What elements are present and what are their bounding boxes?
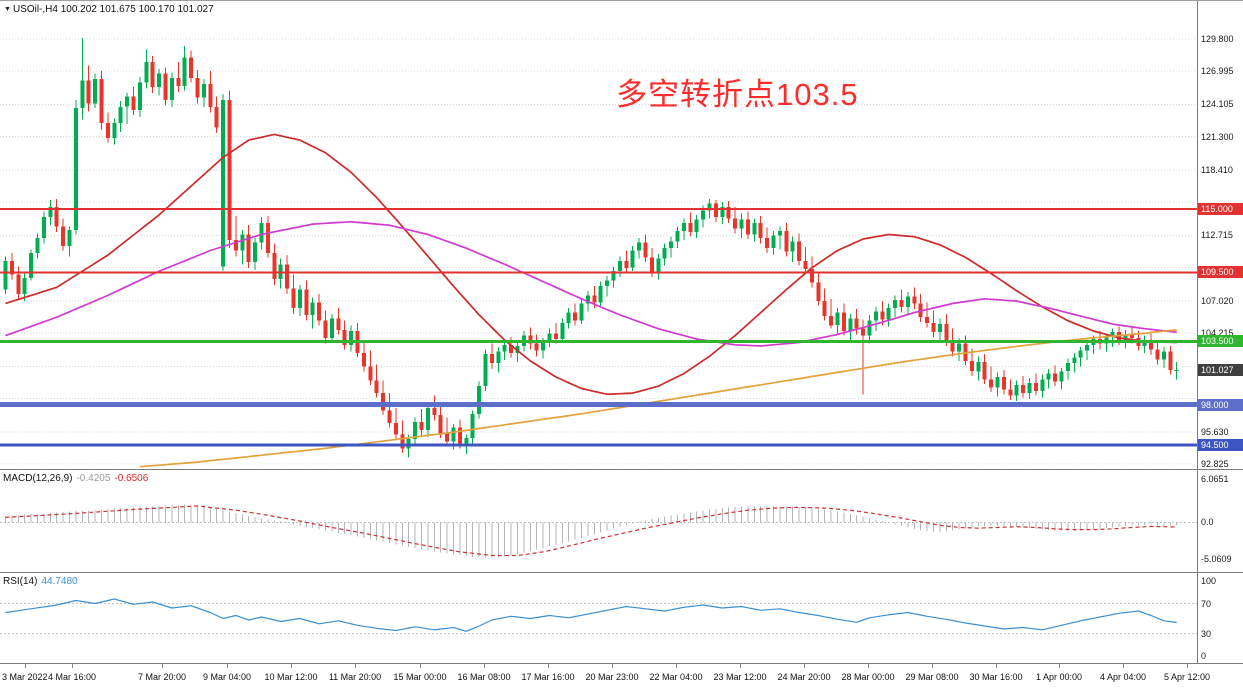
price-axis-label: 118.410: [1201, 165, 1233, 175]
time-label: 15 Mar 00:00: [393, 672, 447, 682]
macd-axis-label: 6.0651: [1201, 474, 1229, 484]
macd-signal-value: -0.6506: [114, 473, 149, 484]
macd-axis-label: -5.0609: [1201, 554, 1232, 564]
price-axis-label: 126.995: [1201, 66, 1234, 76]
price-level-tag: 98.000: [1198, 399, 1243, 411]
time-tick: [1123, 664, 1124, 668]
macd-panel: 6.0651 0.0 -5.0609 MACD(12,26,9) -0.4205 -0.…: [0, 469, 1243, 572]
time-label: 20 Mar 23:00: [585, 672, 639, 682]
time-tick: [932, 664, 933, 668]
time-tick: [1059, 664, 1060, 668]
price-axis-label: 95.630: [1201, 427, 1229, 437]
price-axis-label: 129.800: [1201, 34, 1234, 44]
time-label: 17 Mar 16:00: [521, 672, 575, 682]
time-label: 7 Mar 20:00: [137, 672, 187, 682]
chart-annotation-text[interactable]: 多空转折点103.5: [616, 77, 859, 112]
price-axis-label: 104.215: [1201, 328, 1234, 338]
price-axis-label: 92.825: [1201, 459, 1229, 469]
time-tick: [676, 664, 677, 668]
price-axis[interactable]: 129.800 126.995 124.105 121.300 118.410 112.7…: [1197, 1, 1243, 469]
time-label: 9 Mar 04:00: [202, 672, 252, 682]
time-label: 30 Mar 16:00: [969, 672, 1023, 682]
rsi-axis-label: 0: [1201, 651, 1207, 661]
macd-axis[interactable]: 6.0651 0.0 -5.0609: [1197, 470, 1243, 572]
macd-canvas[interactable]: [0, 470, 1197, 572]
price-level-tag: 115.000: [1198, 203, 1243, 215]
time-tick: [1187, 664, 1188, 668]
macd-name: MACD(12,26,9): [3, 473, 73, 484]
time-label: 10 Mar 12:00: [264, 672, 318, 682]
price-axis-label: 107.020: [1201, 296, 1234, 306]
macd-label: MACD(12,26,9) -0.4205 -0.6506: [3, 473, 148, 484]
time-tick: [291, 664, 292, 668]
price-level-tag: 103.500: [1198, 335, 1243, 347]
time-tick: [612, 664, 613, 668]
rsi-line: [5, 598, 1177, 632]
macd-histogram: [5, 504, 1178, 558]
time-label: 24 Mar 20:00: [777, 672, 831, 682]
time-tick: [740, 664, 741, 668]
time-tick: [72, 664, 73, 668]
rsi-level-lines: [0, 603, 1197, 634]
price-axis-label: 124.105: [1201, 99, 1234, 109]
time-tick: [227, 664, 228, 668]
time-label: 11 Mar 20:00: [328, 672, 382, 682]
symbol-ohlc-label: USOil-,H4 100.202 101.675 100.170 101.02…: [12, 4, 214, 15]
price-axis-label: 121.300: [1201, 132, 1234, 142]
time-label: 28 Mar 00:00: [841, 672, 895, 682]
rsi-name: RSI(14): [3, 576, 38, 587]
time-tick: [804, 664, 805, 668]
moving-average-lines: [5, 133, 1177, 468]
time-tick: [420, 664, 421, 668]
time-label: 22 Mar 04:00: [649, 672, 703, 682]
time-tick: [996, 664, 997, 668]
time-tick: [25, 664, 26, 668]
macd-main-value: -0.4205: [76, 473, 111, 484]
time-label: 16 Mar 08:00: [457, 672, 511, 682]
ma-slow-orange: [139, 329, 1177, 468]
time-label: 5 Apr 12:00: [1163, 672, 1211, 682]
price-level-tag: 109.500: [1198, 266, 1243, 278]
rsi-canvas[interactable]: [0, 573, 1197, 663]
macd-axis-label: 0.0: [1201, 517, 1214, 527]
time-axis[interactable]: 3 Mar 2022 4 Mar 16:00 7 Mar 20:00 9 Mar 04…: [0, 663, 1243, 693]
time-tick: [868, 664, 869, 668]
ma-fast-red: [5, 133, 1177, 396]
time-label: 4 Mar 16:00: [47, 672, 97, 682]
time-label: 23 Mar 12:00: [713, 672, 767, 682]
macd-signal-line: [5, 505, 1177, 557]
price-level-tag: 94.500: [1198, 439, 1243, 451]
horizontal-level-lines[interactable]: [0, 208, 1197, 447]
rsi-panel: 100 70 30 0 RSI(14) 44.7480: [0, 572, 1243, 663]
price-axis-label: 112.715: [1201, 230, 1233, 240]
price-chart-canvas[interactable]: [0, 1, 1197, 469]
time-tick: [548, 664, 549, 668]
rsi-axis-label: 30: [1201, 629, 1212, 639]
chart-title: ▼ USOil-,H4 100.202 101.675 100.170 101.0…: [4, 4, 214, 15]
rsi-axis[interactable]: 100 70 30 0: [1197, 573, 1243, 663]
rsi-axis-label: 70: [1201, 599, 1212, 609]
time-label: 1 Apr 00:00: [1035, 672, 1083, 682]
grid-lines: [0, 38, 1197, 465]
time-tick: [162, 664, 163, 668]
rsi-value: 44.7480: [41, 576, 78, 587]
candles: [3, 37, 1179, 458]
time-label: 4 Apr 04:00: [1099, 672, 1147, 682]
rsi-axis-label: 100: [1201, 576, 1217, 586]
main-chart-panel: 129.800 126.995 124.105 121.300 118.410 112.7…: [0, 1, 1243, 469]
time-label: 29 Mar 08:00: [905, 672, 959, 682]
time-tick: [484, 664, 485, 668]
time-tick: [355, 664, 356, 668]
time-label: 3 Mar 2022: [2, 672, 48, 682]
ma-mid-magenta: [5, 220, 1177, 347]
current-price-tag: 101.027: [1198, 364, 1243, 376]
expand-triangle-icon[interactable]: ▼: [4, 6, 11, 13]
rsi-label: RSI(14) 44.7480: [3, 576, 78, 587]
